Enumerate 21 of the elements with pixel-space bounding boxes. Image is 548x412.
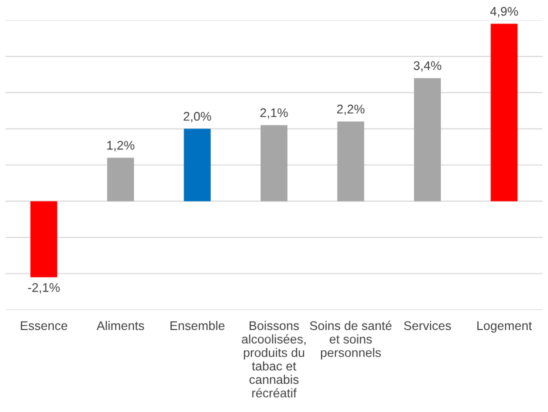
x-tick-label: Logement (477, 321, 532, 333)
data-label: 1,2% (107, 140, 134, 152)
data-label: 2,2% (337, 104, 365, 116)
data-label: 2,0% (184, 112, 212, 122)
x-tick-label: Aliments (96, 320, 144, 330)
x-tick-label: Boissons alcoolisées, produits du tabac et cannabis récréatif (242, 320, 306, 398)
x-tick-label: Services (404, 320, 451, 330)
bar (414, 78, 441, 202)
data-label: 4,9% (490, 6, 518, 18)
x-tick-label: Ensemble (170, 320, 225, 330)
data-label: 2,1% (260, 108, 288, 119)
data-label: 3,4% (414, 61, 442, 72)
bar (107, 158, 134, 202)
bar (184, 128, 211, 202)
bar (30, 201, 58, 278)
bar (337, 122, 364, 202)
x-tick-label: Soins de santé et soins personnels (310, 320, 392, 360)
bar (260, 125, 288, 202)
x-tick-label: Essence (20, 321, 68, 330)
data-label: -2,1% (28, 283, 60, 294)
bar (490, 24, 518, 202)
